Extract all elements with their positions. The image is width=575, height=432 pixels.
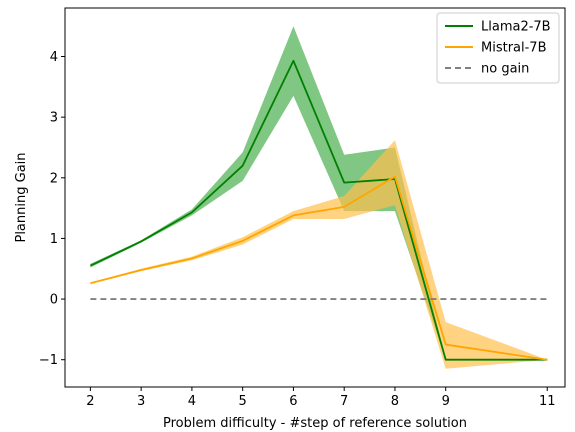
legend-box <box>436 12 560 84</box>
y-tick-label: 3 <box>50 111 58 126</box>
x-axis: 2 3 4 5 6 7 8 9 11 <box>86 387 556 409</box>
x-tick-label: 4 <box>188 394 196 409</box>
x-tick-label: 7 <box>340 394 348 409</box>
y-tick-label: 2 <box>50 171 58 186</box>
band-series-0 <box>90 26 548 360</box>
legend: Llama2-7B Mistral-7B no gain <box>436 12 560 84</box>
y-tick-label: 1 <box>50 232 58 247</box>
y-tick-label: 0 <box>50 293 58 308</box>
line-series-1 <box>90 175 548 361</box>
legend-label: no gain <box>481 62 529 77</box>
y-tick-label: −1 <box>39 353 58 368</box>
x-tick-label: 5 <box>239 394 247 409</box>
band-series-1 <box>90 140 548 369</box>
legend-label: Llama2-7B <box>481 20 551 35</box>
line-series-0 <box>89 59 548 361</box>
plot-area <box>64 7 566 388</box>
x-axis-label: Problem difficulty - #step of reference … <box>163 416 467 431</box>
y-axis-label: Planning Gain <box>14 152 29 242</box>
x-tick-label: 3 <box>137 394 145 409</box>
series-lines <box>89 59 548 361</box>
y-axis: −1 0 1 2 3 4 <box>39 50 65 368</box>
legend-label: Mistral-7B <box>481 41 547 56</box>
x-tick-label: 8 <box>391 394 399 409</box>
plot-frame <box>64 7 566 388</box>
x-tick-label: 6 <box>289 394 297 409</box>
y-tick-label: 4 <box>50 50 58 65</box>
x-tick-label: 9 <box>442 394 450 409</box>
x-tick-label: 11 <box>539 394 556 409</box>
x-tick-label: 2 <box>86 394 94 409</box>
